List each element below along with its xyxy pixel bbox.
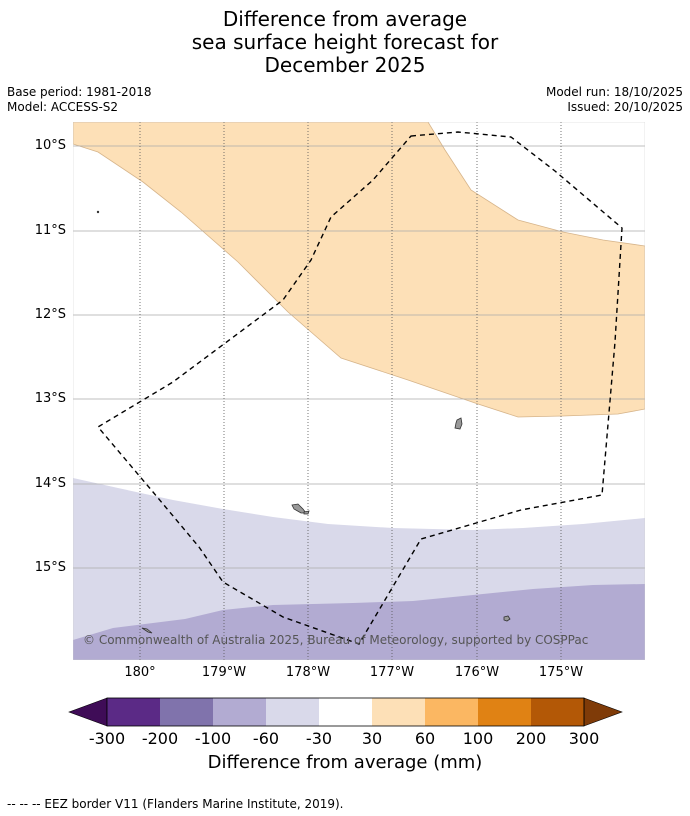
colorbar-segment-6 [372, 698, 425, 726]
colorbar-tick-10: 300 [568, 729, 600, 748]
lat-label-12s: 12°S [34, 307, 66, 322]
colorbar-tick-1: -300 [88, 729, 126, 748]
colorbar-extend-low [68, 697, 108, 727]
lat-label-13s: 13°S [34, 391, 66, 406]
colorbar-segment-3 [213, 698, 266, 726]
lat-label-14s: 14°S [34, 476, 66, 491]
colorbar-tick-9: 200 [515, 729, 547, 748]
latitude-gridlines [73, 145, 645, 569]
land-masses [96, 210, 511, 634]
islet-north [96, 210, 100, 214]
colorbar-title: Difference from average (mm) [207, 752, 483, 773]
title-line-1: Difference from average [222, 7, 468, 31]
island-southwest [141, 627, 153, 634]
colorbar-segment-1 [107, 698, 160, 726]
anomaly-region-negative-mid [73, 584, 645, 660]
map-canvas [73, 122, 645, 660]
island-south [503, 615, 511, 622]
title-line-2: sea surface height forecast for [191, 30, 499, 54]
colorbar-segment-2 [160, 698, 213, 726]
colorbar-segment-8 [478, 698, 531, 726]
colorbar-segment-5 [319, 698, 372, 726]
lon-label-179w: 179°W [201, 665, 247, 680]
meta-left: Base period: 1981-2018 Model: ACCESS-S2 [7, 85, 152, 115]
issued-date: Issued: 20/10/2025 [567, 100, 683, 114]
colorbar-segment-9 [531, 698, 584, 726]
lat-label-10s: 10°S [34, 138, 66, 153]
map-title: Difference from average sea surface heig… [0, 8, 690, 77]
colorbar-segment-4 [266, 698, 319, 726]
colorbar [68, 697, 623, 727]
colorbar-extend-high [583, 697, 623, 727]
map-panel[interactable]: © Commonwealth of Australia 2025, Bureau… [73, 122, 645, 660]
title-line-3: December 2025 [264, 53, 426, 77]
island-large [454, 417, 463, 430]
colorbar-tick-8: 100 [462, 729, 494, 748]
anomaly-region-positive [73, 122, 645, 418]
lon-label-175w: 175°W [538, 665, 584, 680]
colorbar-tick-7: 60 [414, 729, 436, 748]
lon-label-176w: 176°W [454, 665, 500, 680]
colorbar-tick-2: -200 [141, 729, 179, 748]
lat-label-15s: 15°S [34, 560, 66, 575]
meta-right: Model run: 18/10/2025 Issued: 20/10/2025 [546, 85, 683, 115]
eez-border [96, 131, 623, 645]
colorbar-tick-4: -60 [252, 729, 280, 748]
colorbar-tick-3: -100 [194, 729, 232, 748]
base-period: Base period: 1981-2018 [7, 85, 152, 99]
colorbar-segment-7 [425, 698, 478, 726]
colorbar-tick-5: -30 [305, 729, 333, 748]
lon-label-177w: 177°W [369, 665, 415, 680]
model-run: Model run: 18/10/2025 [545, 85, 683, 99]
lon-label-178w: 178°W [285, 665, 331, 680]
model-name: Model: ACCESS-S2 [7, 100, 119, 114]
copyright-notice: © Commonwealth of Australia 2025, Bureau… [83, 633, 589, 647]
colorbar-outline [106, 697, 585, 727]
colorbar-tick-6: 30 [361, 729, 383, 748]
eez-legend-note: -- -- -- EEZ border V11 (Flanders Marine… [7, 797, 344, 811]
island-west-small [303, 510, 310, 515]
lat-label-11s: 11°S [34, 223, 66, 238]
lon-label-180: 180° [124, 665, 156, 680]
